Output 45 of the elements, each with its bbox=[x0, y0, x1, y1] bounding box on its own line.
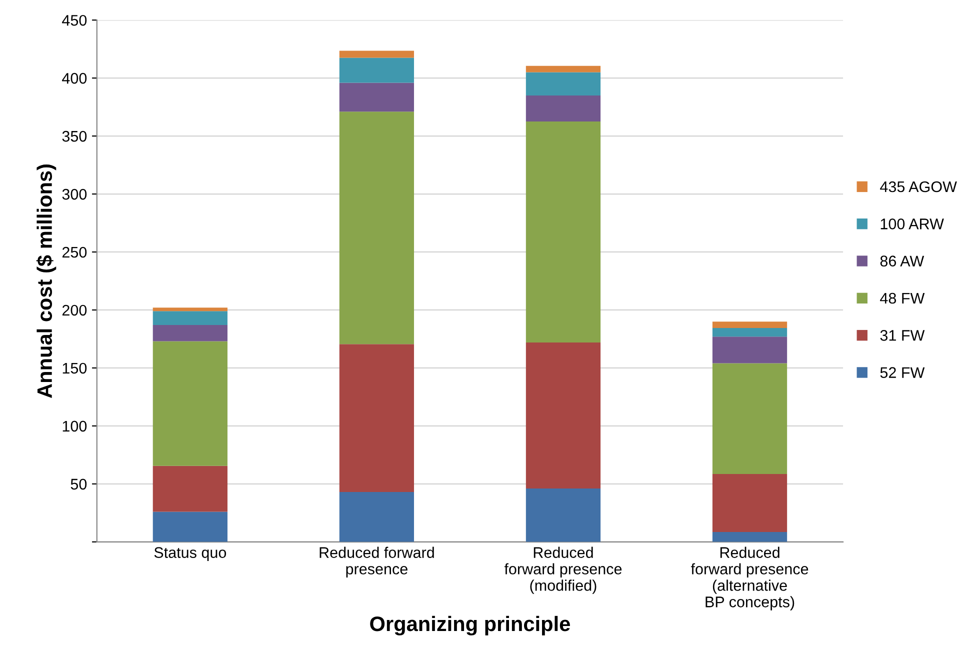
bar bbox=[339, 344, 414, 492]
bar bbox=[712, 363, 788, 474]
legend-label: 86 AW bbox=[880, 256, 924, 266]
bar bbox=[152, 308, 228, 312]
bar bbox=[526, 66, 601, 72]
y-tick-label: 300 bbox=[62, 188, 87, 200]
y-tick-label: 200 bbox=[62, 304, 87, 316]
x-tick-label: Reduced forward presence (modified) bbox=[504, 546, 622, 594]
bar bbox=[152, 311, 228, 326]
bar bbox=[339, 492, 414, 542]
bar bbox=[152, 341, 228, 466]
bar bbox=[339, 112, 414, 344]
y-tick-label: 150 bbox=[62, 362, 87, 374]
bar bbox=[712, 474, 788, 532]
bar bbox=[526, 95, 601, 122]
bar bbox=[712, 328, 788, 337]
bar bbox=[712, 532, 788, 542]
legend-label: 48 FW bbox=[880, 292, 925, 304]
y-tick-label: 100 bbox=[62, 420, 87, 432]
y-tick-label: 400 bbox=[62, 72, 87, 84]
bar bbox=[152, 325, 228, 342]
y-tick-label: 50 bbox=[70, 478, 87, 490]
y-tick-label: 250 bbox=[62, 246, 87, 258]
bar bbox=[152, 466, 228, 512]
bar bbox=[339, 82, 414, 112]
y-axis-title: Annual cost ($ millions) bbox=[36, 164, 56, 398]
bar bbox=[712, 322, 788, 328]
bar bbox=[526, 72, 601, 96]
y-tick-label: 450 bbox=[62, 14, 87, 26]
legend-label: 435 AGOW bbox=[880, 181, 957, 192]
bar bbox=[526, 342, 601, 489]
bar bbox=[339, 50, 414, 58]
legend-label: 52 FW bbox=[880, 367, 925, 378]
bar bbox=[712, 336, 788, 364]
legend-label: 100 ARW bbox=[880, 218, 944, 230]
legend-label: 31 FW bbox=[880, 330, 925, 341]
bar bbox=[526, 488, 601, 542]
bar bbox=[339, 58, 414, 83]
bar bbox=[152, 512, 228, 542]
bar bbox=[526, 122, 601, 342]
x-axis-title: Organizing principle bbox=[370, 616, 570, 636]
x-tick-label: Reduced forward presence bbox=[320, 546, 434, 578]
x-tick-label: Status quo bbox=[154, 547, 226, 561]
x-tick-label: Reduced forward presence (alternative BP concepts) bbox=[690, 546, 808, 610]
y-tick-label: 350 bbox=[62, 130, 87, 142]
